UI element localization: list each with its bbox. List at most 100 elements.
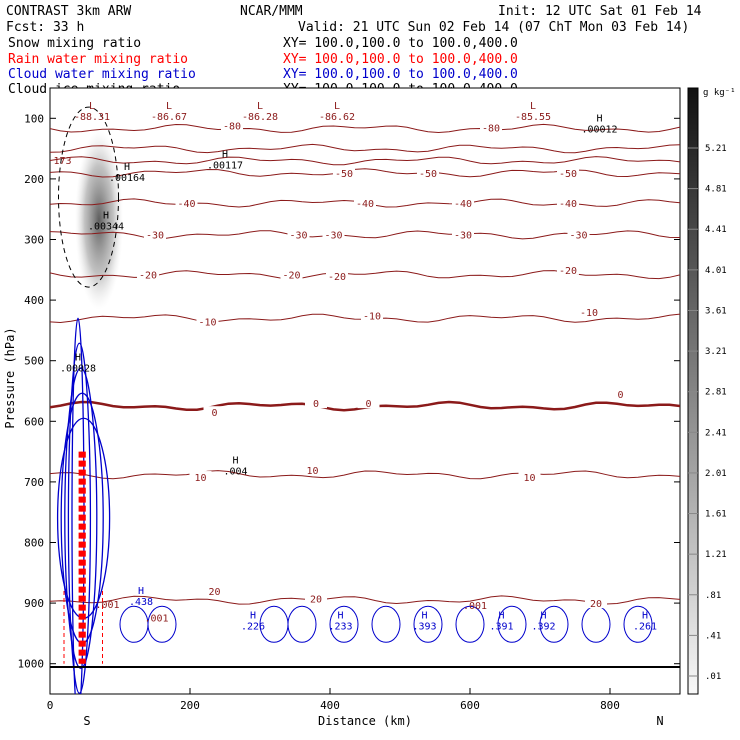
colorbar: g kg⁻¹ 5.21 4.81 4.41 4.01 3.61 3.21 2.81 2.41 2… [687,87,736,695]
isotherm--80 [50,123,680,134]
colorbar-label: 3.21 [705,347,727,357]
isotherm-label-bg [287,228,310,240]
extremum-value: .00164 [109,173,145,184]
colorbar-label: 1.21 [705,550,727,560]
isotherm-label: -40 [454,199,472,210]
isotherm-label-bg [609,388,632,400]
extremum-letter: H [642,610,648,621]
x-tick-label: 200 [180,699,200,712]
isotherm-label-bg [221,119,243,131]
isotherm--70 [50,143,680,154]
isotherm-label: -30 [324,231,342,242]
extremum-value: -86.62 [319,112,355,123]
isotherm-label-bg [518,471,541,483]
low-cloud-contour [329,605,359,643]
cloud-water-contour [67,342,92,694]
low-cloud-contour [623,605,653,643]
extremum-letter: H [250,610,256,621]
isotherm-label-bg [557,263,579,275]
isotherm-label-bg [557,166,579,178]
isotherm-label-bg [322,228,345,240]
isotherm-label-bg [557,197,579,209]
field-xy-cloud-water: XY= 100.0,100.0 to 100.0,400.0 [283,67,518,82]
cloud-water-contour [64,367,98,669]
snow-contour [58,106,119,288]
isotherm-label: -30 [146,231,164,242]
colorbar-label: 4.81 [705,185,727,195]
header-valid: Valid: 21 UTC Sun 02 Feb 14 (07 ChT Mon … [298,20,689,35]
x-end-label-end: N [656,714,663,728]
isotherm-label: -50 [419,169,437,180]
isotherm-label: -50 [559,169,577,180]
field-name-snow: Snow mixing ratio [8,36,141,51]
isotherm-label-bg [301,463,324,475]
extremum-letter: L [89,101,95,112]
isotherm-label-bg [417,166,439,178]
precipitation-contours [56,106,653,694]
isotherm-label-bg [333,166,355,178]
colorbar-label: 3.61 [705,306,727,316]
extremum-value: .00344 [88,221,124,232]
isotherm-label-bg [137,268,159,280]
y-tick-label: 600 [24,415,44,428]
isotherm-label: 10 [523,473,535,484]
colorbar-label: 4.41 [705,225,727,235]
extremum-value: -85.55 [515,112,551,123]
isotherm-label: -40 [559,199,577,210]
contour-annotation: .001 [463,601,487,612]
extremum-letter: H [232,456,238,467]
colorbar-label: 2.01 [705,469,727,479]
isotherm-label: -40 [356,199,374,210]
colorbar-label: .41 [705,631,721,641]
x-axis-label: Distance (km) [318,714,412,728]
colorbar-label: 2.81 [705,388,727,398]
x-tick-label: 0 [47,699,54,712]
header-init: Init: 12 UTC Sat 01 Feb 14 [498,4,702,19]
isotherm-label: -80 [482,123,500,134]
field-name-rain: Rain water mixing ratio [8,52,188,67]
colorbar-label: 2.41 [705,428,727,438]
isotherm-label: -20 [282,271,300,282]
contour-annotation: 173 [54,156,72,167]
isotherm-label-bg [305,592,327,604]
isotherm-label: -20 [139,271,157,282]
extremum-value: -86.28 [242,112,278,123]
extremum-value: -86.67 [151,112,187,123]
extremum-value: .438 [129,597,153,608]
colorbar-bar [687,87,699,695]
isotherm-label: -30 [289,231,307,242]
colorbar-label: 5.21 [705,144,727,154]
extremum-value: .004 [223,467,247,478]
extremum-value: .393 [412,621,436,632]
extremum-value: .261 [633,621,657,632]
isotherm-label-bg [357,397,380,409]
isotherm-label-bg [203,584,226,596]
y-tick-label: 100 [24,112,44,125]
isotherm-label: 10 [306,466,318,477]
plot-frame [49,87,681,695]
low-cloud-contour [371,605,401,643]
extremum-letter: H [138,586,144,597]
extremum-value: .226 [241,621,265,632]
x-tick-label: 600 [460,699,480,712]
extremum-value: .00012 [581,124,617,135]
isotherm-label: -30 [454,231,472,242]
isotherm-label: 0 [617,390,623,401]
field-xy-snow: XY= 100.0,100.0 to 100.0,400.0 [283,36,518,51]
y-tick-label: 800 [24,537,44,550]
isotherm-label-bg [361,309,383,321]
colorbar-label: .81 [705,591,721,601]
extremum-letter: L [334,101,340,112]
x-tick-label: 400 [320,699,340,712]
isotherm-label: 20 [208,587,220,598]
colorbar-label: 1.61 [705,510,727,520]
extremum-letter: H [337,610,343,621]
isotherm-label-bg [567,228,590,240]
colorbar-label: .01 [705,672,721,682]
contour-annotation: .001 [145,613,169,624]
y-tick-label: 700 [24,476,44,489]
isotherm-label-bg [305,397,327,409]
isotherm-label: 0 [313,399,319,410]
extremum-letter: L [530,101,536,112]
